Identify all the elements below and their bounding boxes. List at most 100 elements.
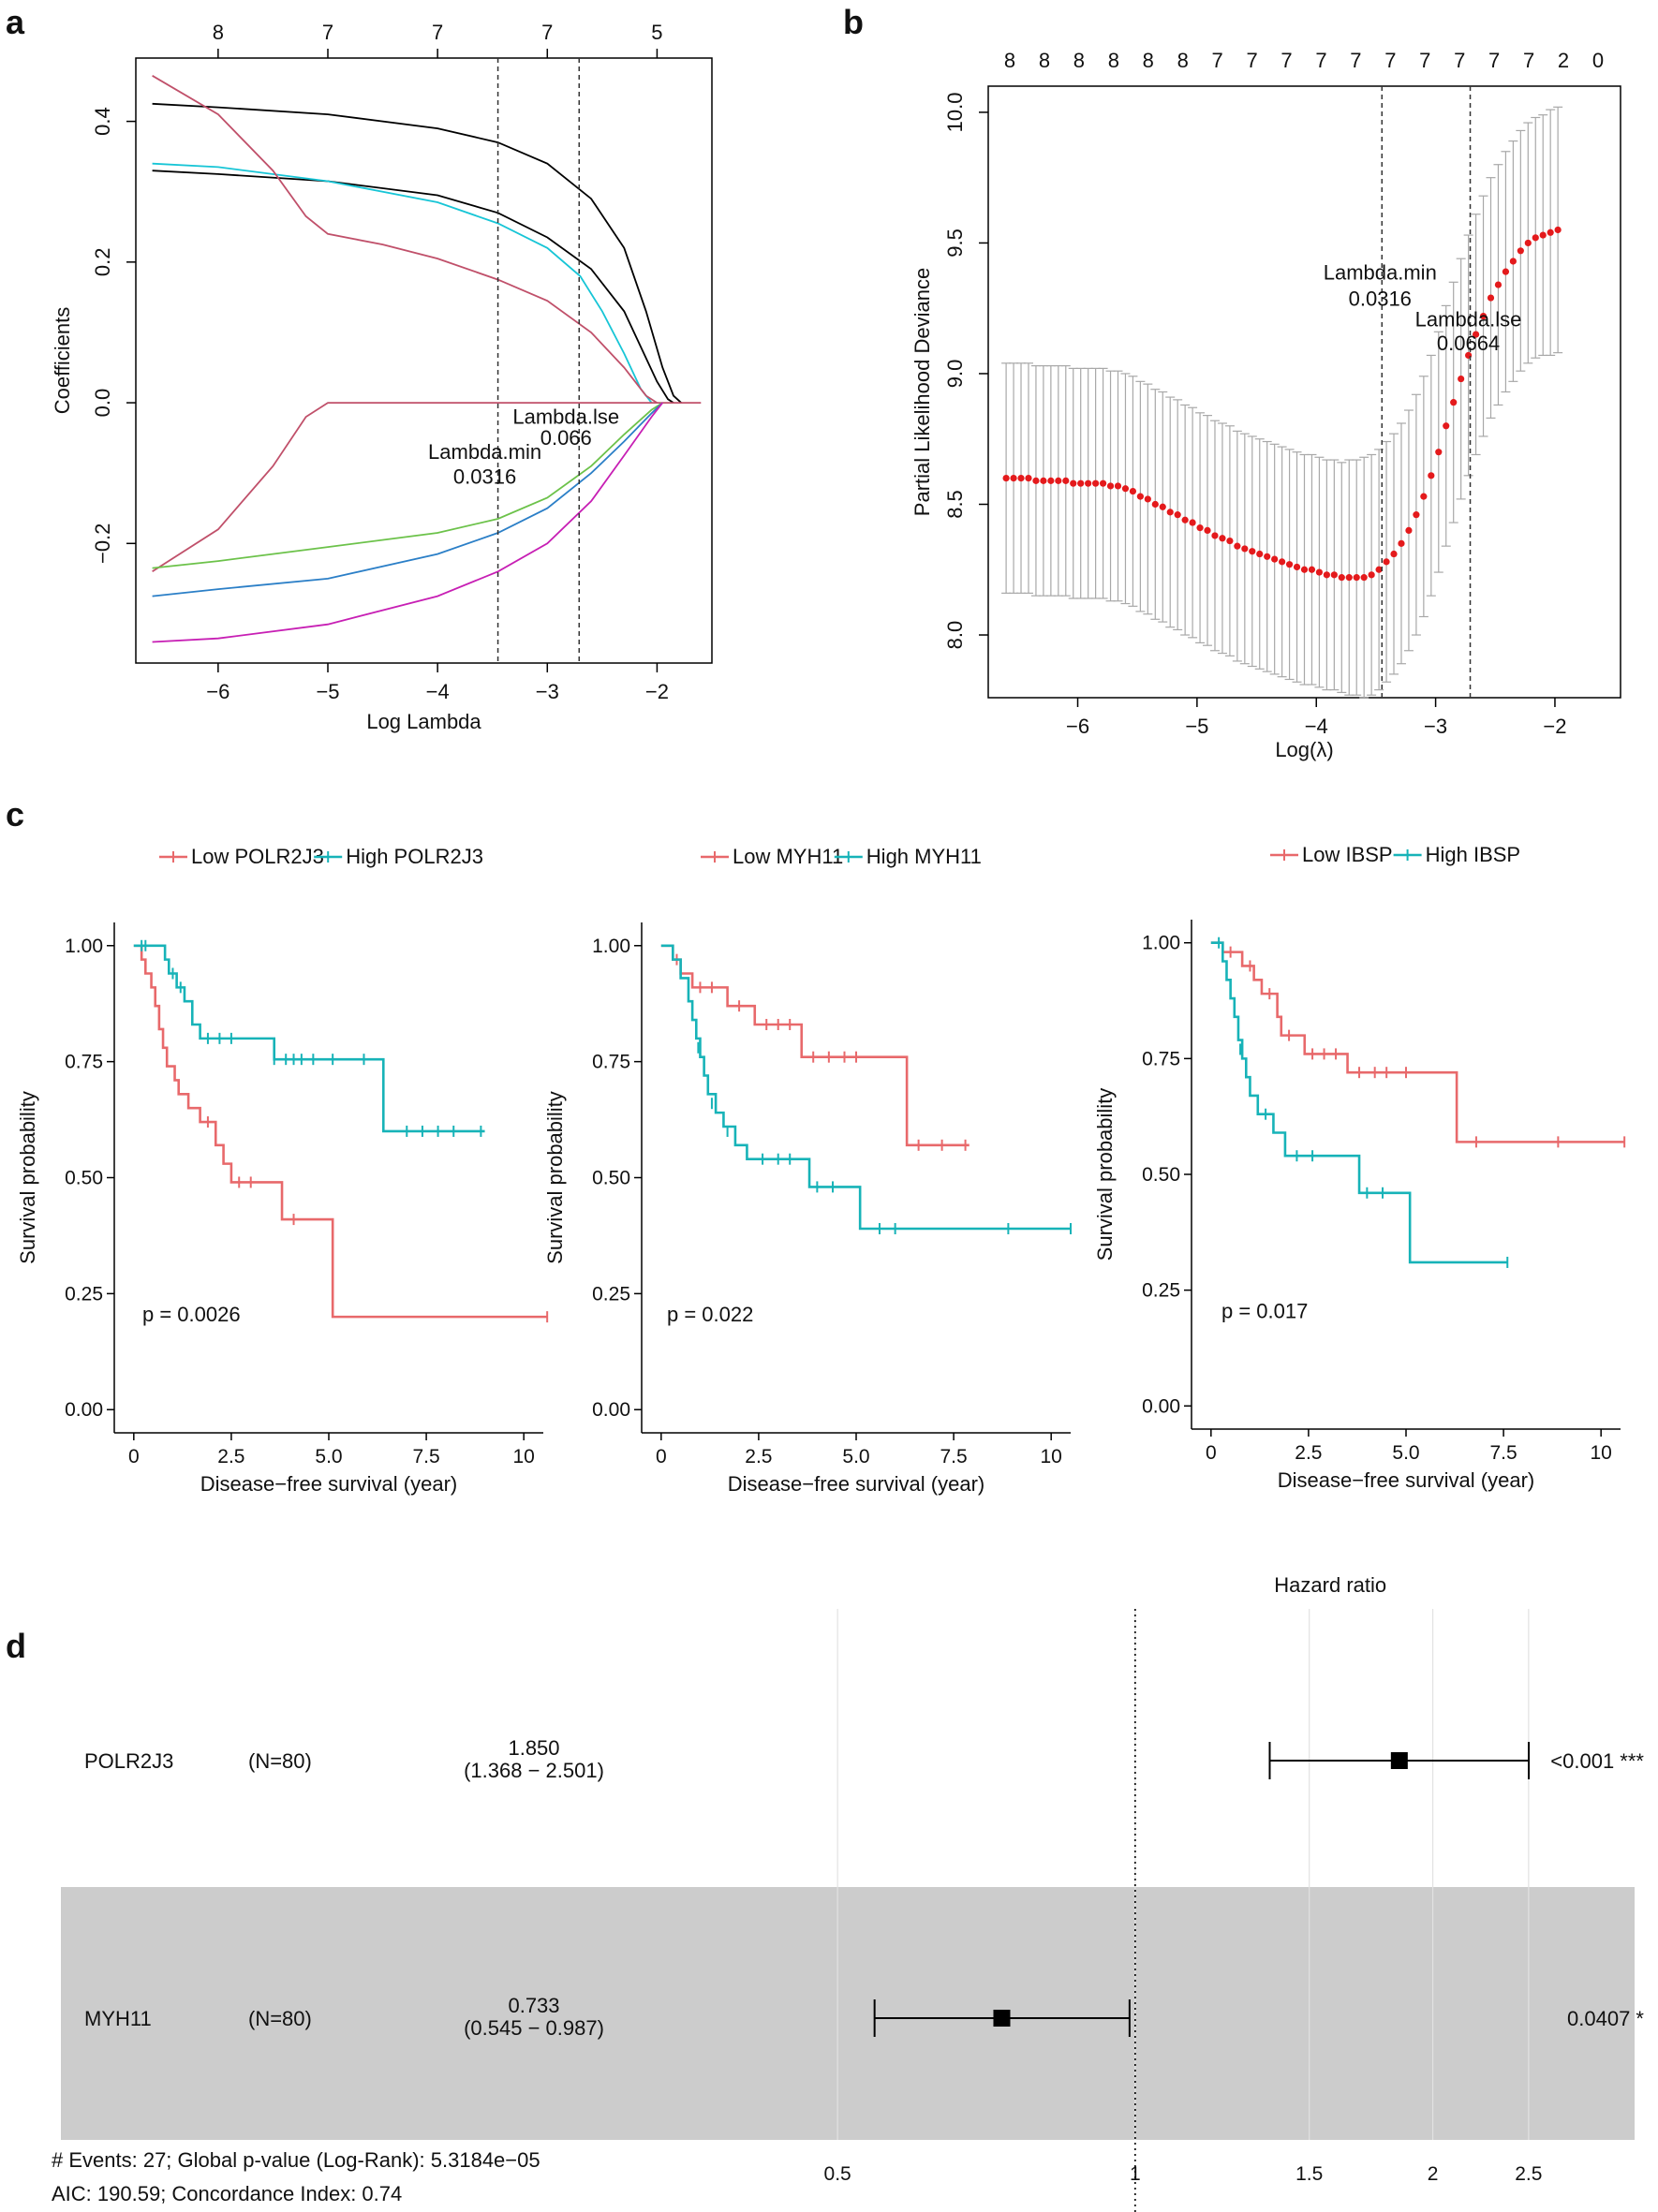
y-tick-label: 9.5 [943,229,967,258]
deviance-point [1360,574,1368,582]
deviance-point [1532,234,1539,242]
x-tick-label: 5.0 [842,1446,869,1467]
deviance-point [1114,482,1122,490]
x-tick-label: 10 [1041,1446,1062,1467]
x-tick-label: −4 [426,680,450,703]
panel-a-lasso-coefficients: −6 −5 −4 −3 −2 −0.2 0.0 0.2 0.4 8 7 7 7 5 Log Lambda Co… [51,21,713,733]
coef-path-black2 [152,170,674,404]
deviance-point [1323,571,1330,579]
top-count-label: 7 [1384,49,1396,72]
deviance-point [1077,479,1085,487]
deviance-point [1554,226,1562,234]
p-value-label: p = 0.017 [1221,1299,1308,1322]
legend-label: Low POLR2J3 [191,845,324,868]
top-tick-label: 8 [213,21,224,44]
forest-row-ci: (0.545 − 0.987) [464,2016,604,2040]
legend-label: High IBSP [1426,843,1521,866]
y-tick-label: 0.75 [65,1052,103,1073]
forest-x-tick-label: 2.5 [1515,2163,1542,2185]
y-tick-label: 0.25 [1142,1280,1180,1302]
forest-row-n: (N=80) [248,1749,312,1773]
lambda-annotation: 0.066 [540,426,592,450]
x-axis-label: Disease−free survival (year) [728,1472,984,1496]
deviance-point [1234,542,1241,550]
legend-label: Low MYH11 [733,845,843,868]
x-tick-label: 0 [656,1446,667,1467]
deviance-point [1509,258,1517,265]
forest-footer-line: # Events: 27; Global p-value (Log-Rank):… [52,2148,540,2172]
x-tick-label: 2.5 [745,1446,772,1467]
coef-path-blue [152,402,663,597]
forest-row-name: POLR2J3 [84,1749,173,1773]
deviance-point [1271,555,1279,563]
coef-path-rose [152,75,658,404]
deviance-point [1211,532,1219,539]
y-axis-label: Coefficients [51,307,74,415]
deviance-point [1300,566,1309,573]
deviance-point [1092,479,1100,487]
panel-d-forest-plot: Hazard ratio 0.5 1 1.5 2 2.5 POLR2J3 (N=80) 1.85… [52,1573,1644,2212]
coef-path-black1 [152,102,682,404]
deviance-point [1204,526,1211,535]
deviance-point [1420,493,1428,500]
deviance-point [1070,479,1077,487]
lambda-annotation: Lambda.min [1324,261,1437,285]
deviance-point [1472,331,1480,338]
y-tick-label: 9.0 [943,360,967,389]
forest-row-name: MYH11 [84,2007,152,2030]
deviance-point [1293,563,1301,571]
deviance-point [1383,558,1390,566]
panel-label-a: a [6,3,25,41]
deviance-point [1308,566,1316,573]
x-axis-label: Log(λ) [1275,738,1333,761]
x-tick-label: 10 [513,1446,535,1467]
deviance-point [1487,294,1495,302]
x-tick-label: 5.0 [1392,1442,1419,1464]
km-curve-high-myh11 [660,944,1071,1231]
x-tick-label: −6 [1066,715,1089,738]
deviance-point [1047,477,1055,484]
x-axis-label: Log Lambda [366,710,481,733]
deviance-point [1166,509,1174,516]
deviance-point [1524,239,1532,247]
forest-x-tick-label: 2 [1428,2163,1439,2185]
forest-row-hr: 0.733 [508,1994,559,2017]
deviance-point [1032,477,1040,484]
deviance-point [1398,539,1405,547]
hr-point-square [1390,1752,1408,1769]
lambda-annotation: Lambda.min [428,440,541,464]
top-count-label: 8 [1143,49,1154,72]
top-tick-label: 7 [432,21,443,44]
deviance-point [1010,474,1017,482]
deviance-point [1479,312,1488,320]
deviance-point [1494,281,1503,288]
top-count-label: 7 [1523,49,1534,72]
y-tick-label: 1.00 [592,936,630,957]
y-tick-label: 10.0 [943,92,967,132]
forest-x-tick-label: 1 [1130,2163,1141,2185]
deviance-point [1025,474,1032,482]
y-tick-label: 1.00 [65,936,103,957]
x-tick-label: −2 [1543,715,1566,738]
deviance-point [1345,574,1353,582]
deviance-point [1106,482,1115,490]
deviance-point [1189,519,1196,526]
forest-row-ci: (1.368 − 2.501) [464,1759,604,1782]
forest-row-n: (N=80) [248,2007,312,2030]
deviance-point [1129,487,1137,495]
top-count-label: 7 [1488,49,1500,72]
top-count-label: 7 [1419,49,1430,72]
y-tick-label: 0.50 [1142,1164,1180,1186]
deviance-point [1136,493,1144,500]
deviance-point [1435,449,1443,456]
deviance-point [1062,477,1070,484]
y-tick-label: 1.00 [1142,933,1180,954]
deviance-point [1241,545,1249,553]
x-tick-label: 10 [1591,1442,1612,1464]
deviance-point [1390,550,1398,558]
deviance-point [1249,548,1256,555]
x-tick-label: 7.5 [940,1446,967,1467]
x-tick-label: 0 [128,1446,140,1467]
deviance-point [1285,561,1294,568]
top-count-label: 7 [1246,49,1257,72]
